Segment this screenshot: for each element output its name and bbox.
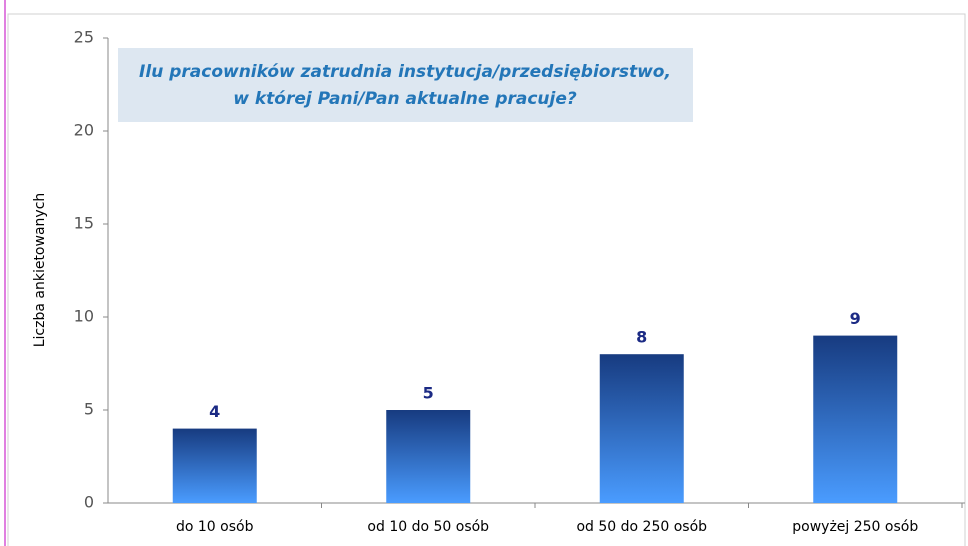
- value-label: 9: [850, 309, 861, 328]
- bar: [599, 354, 684, 503]
- x-tick-label: powyżej 250 osób: [792, 519, 918, 535]
- y-tick-label: 0: [84, 493, 94, 512]
- x-tick-label: od 10 do 50 osób: [367, 519, 489, 535]
- y-tick-label: 15: [74, 214, 94, 233]
- bar: [386, 410, 471, 503]
- y-tick-label: 5: [84, 400, 94, 419]
- x-tick-label: od 50 do 250 osób: [576, 519, 707, 535]
- value-label: 8: [636, 328, 647, 347]
- x-tick-label: do 10 osób: [176, 519, 254, 535]
- bar: [813, 335, 898, 503]
- frame: [7, 13, 966, 546]
- value-label: 4: [209, 402, 220, 421]
- y-tick-label: 25: [74, 28, 94, 47]
- y-tick-label: 10: [74, 307, 94, 326]
- chart-title: w której Pani/Pan aktualne pracuje?: [233, 89, 577, 109]
- title-box: [118, 48, 693, 122]
- y-tick-label: 20: [74, 121, 94, 140]
- value-label: 5: [423, 384, 434, 403]
- bar: [172, 428, 257, 503]
- chart-title: Ilu pracowników zatrudnia instytucja/prz…: [139, 62, 671, 82]
- y-axis-label: Liczba ankietowanych: [32, 193, 48, 348]
